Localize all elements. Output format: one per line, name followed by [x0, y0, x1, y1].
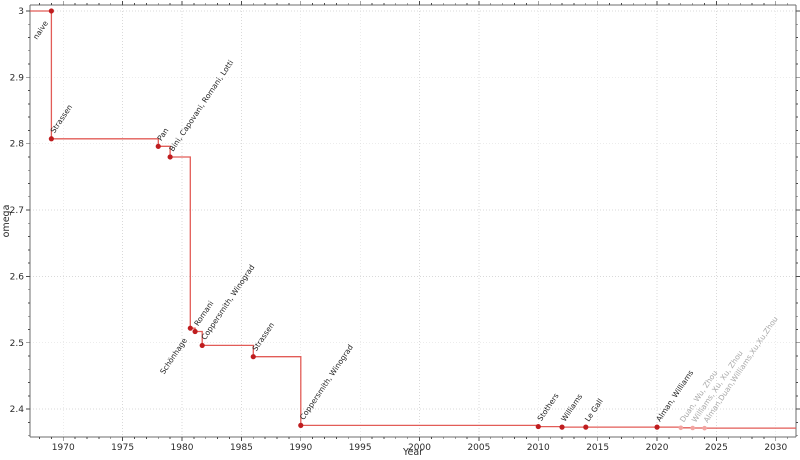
data-layer	[30, 8, 796, 431]
x-tick-label: 1995	[349, 443, 372, 453]
data-point-marker	[559, 424, 565, 430]
data-point-marker	[654, 424, 660, 430]
data-point-marker	[535, 423, 541, 430]
grid-layer	[30, 5, 796, 437]
data-point-marker	[167, 154, 173, 160]
data-point-marker	[678, 425, 684, 431]
x-tick-label: 2005	[467, 443, 490, 453]
ticks-layer	[26, 1, 800, 441]
data-point-marker	[702, 425, 707, 431]
y-tick-label: 2.7	[10, 206, 24, 216]
y-tick-label: 2.6	[10, 272, 25, 282]
y-axis-title: omega	[1, 205, 12, 238]
y-tick-label: 2.5	[10, 339, 24, 349]
x-axis-title: Year	[402, 447, 423, 458]
data-point-marker	[187, 325, 193, 331]
data-point-marker	[155, 143, 161, 149]
x-tick-label: 1985	[230, 443, 253, 453]
y-tick-label: 2.8	[10, 140, 25, 150]
data-point-marker	[192, 328, 198, 335]
data-point-marker	[690, 425, 695, 431]
data-point-marker	[250, 354, 256, 360]
y-tick-label: 3	[18, 7, 24, 17]
x-tick-label: 1970	[52, 443, 75, 453]
x-tick-label: 1980	[171, 443, 194, 453]
x-tick-label: 1990	[289, 443, 312, 453]
x-tick-label: 2030	[764, 443, 787, 453]
data-point-marker	[583, 424, 589, 430]
x-tick-label: 2025	[705, 443, 728, 453]
tick-labels-layer: 1970 1975 1980 1985 1990 1995 2000 2005 2010 2015…	[1, 7, 788, 458]
x-tick-label: 2015	[586, 443, 609, 453]
data-point-marker	[199, 342, 205, 349]
x-tick-label: 2020	[646, 443, 669, 453]
data-point-marker	[48, 8, 54, 14]
data-point-marker	[298, 422, 304, 428]
data-point-marker	[48, 136, 54, 142]
y-tick-label: 2.9	[10, 73, 25, 83]
x-tick-label: 2000	[408, 443, 431, 453]
x-tick-label: 1975	[111, 443, 134, 453]
x-tick-label: 2010	[527, 443, 550, 453]
y-tick-label: 2.4	[10, 405, 25, 415]
